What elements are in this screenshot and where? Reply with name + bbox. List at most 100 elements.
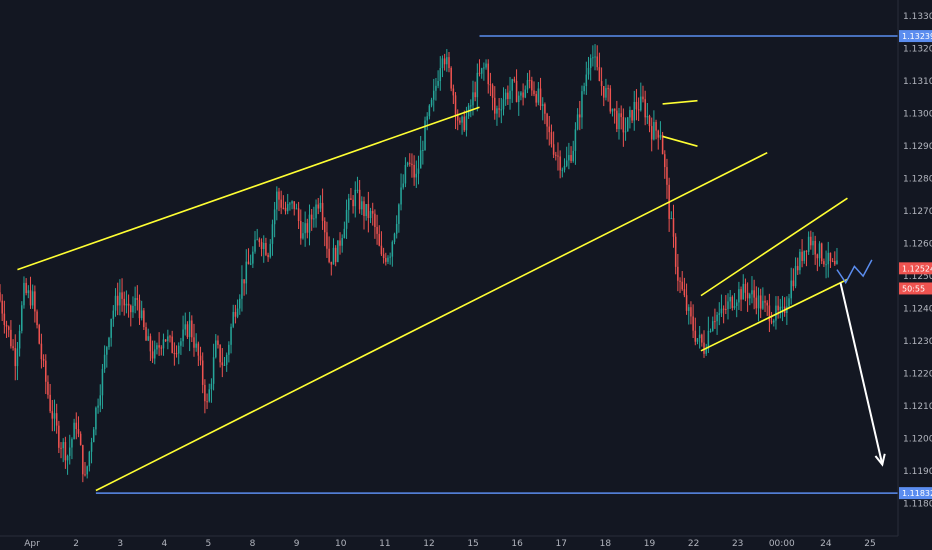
candle-body (419, 150, 422, 169)
trendline-drawings[interactable] (17, 99, 848, 492)
candle-body (683, 289, 686, 296)
candle-body (422, 149, 424, 151)
trendline-channel-bottom[interactable] (95, 151, 768, 492)
candle-body (110, 318, 112, 338)
candle-body (153, 349, 156, 359)
time-tick-label: 4 (161, 539, 167, 549)
horizontal-levels[interactable] (95, 35, 898, 494)
candle-body (334, 247, 337, 262)
candle-body (729, 296, 731, 302)
candle-body (517, 95, 520, 103)
candle-body (450, 67, 452, 89)
candle-body (339, 240, 341, 246)
candle-body (779, 306, 782, 311)
candle-body (317, 204, 319, 209)
candle-body (550, 132, 553, 145)
candle-body (701, 334, 703, 343)
candle-body (369, 210, 372, 219)
candle-body (7, 326, 10, 330)
candle-body (596, 56, 598, 68)
trendline-channel-top[interactable] (17, 106, 480, 271)
candle-body (175, 353, 178, 355)
candle-body (531, 80, 533, 91)
candle-body (350, 198, 352, 200)
candle-body (548, 126, 551, 133)
candle-body (500, 109, 503, 111)
trendline-wedge-bottom[interactable] (700, 278, 848, 352)
time-tick-label: 10 (335, 539, 347, 549)
candle-body (361, 201, 363, 210)
candle-body (234, 311, 237, 317)
candle-body (650, 126, 653, 140)
candle-body (805, 250, 808, 252)
candle-body (191, 320, 193, 338)
candle-body (820, 243, 823, 262)
candle-body (0, 292, 1, 301)
candle-body (27, 290, 30, 294)
candle-body (428, 105, 431, 117)
candle-body (382, 254, 385, 259)
candle-body (722, 308, 725, 310)
candle-body (572, 150, 575, 162)
candle-body (507, 92, 509, 99)
candle-body (705, 348, 707, 354)
candle-body (164, 339, 167, 342)
candle-body (73, 422, 75, 440)
candle-body (291, 201, 293, 204)
candle-body (790, 280, 792, 299)
candle-body (208, 389, 211, 402)
candle-body (472, 92, 474, 106)
trendline-flag-bottom[interactable] (662, 135, 698, 147)
candle-body (616, 110, 618, 130)
time-axis-panel[interactable] (0, 536, 932, 550)
candle-body (485, 63, 487, 68)
candle-body (236, 308, 239, 317)
candle-body (258, 239, 261, 243)
candle-body (245, 261, 248, 284)
candle-body (365, 204, 367, 217)
candle-body (626, 117, 629, 132)
candle-body (454, 95, 457, 116)
candle-body (435, 85, 437, 91)
candle-body (247, 261, 250, 265)
candle-body (657, 130, 660, 138)
candle-body (313, 218, 315, 220)
candle-body (613, 108, 616, 111)
candle-body (34, 291, 36, 312)
arrow-shaft[interactable] (839, 282, 884, 465)
candle-body (136, 298, 139, 300)
candle-body (448, 57, 450, 68)
candle-body (302, 233, 304, 239)
trendline-wedge-top[interactable] (700, 197, 848, 297)
candle-body (380, 245, 383, 255)
candle-body (332, 247, 335, 265)
candle-body (459, 120, 461, 123)
candle-body (417, 168, 420, 174)
candle-body (188, 320, 191, 337)
candle-body (47, 381, 49, 395)
candle-body (99, 395, 102, 406)
candle-body (212, 357, 215, 384)
candle-body (637, 109, 640, 111)
trendline-flag-top[interactable] (662, 99, 698, 105)
candle-body (681, 281, 683, 290)
candle-body (193, 337, 195, 348)
candle-body (345, 209, 348, 229)
candle-body (707, 330, 710, 349)
candle-body (796, 266, 799, 271)
price-tick-label: 1.13300 (903, 12, 932, 22)
candle-body (171, 336, 173, 353)
candle-body (391, 241, 394, 257)
candle-body (25, 282, 27, 294)
candle-body (95, 407, 97, 430)
candle-body (88, 451, 91, 467)
bearish-arrow[interactable] (839, 282, 886, 467)
candle-body (430, 99, 433, 106)
price-badges: 1.13239 1.12524 50:55 1.11832 (899, 30, 932, 500)
candle-body (666, 167, 668, 185)
candle-body (687, 307, 690, 311)
candle-body (470, 105, 472, 107)
time-tick-label: 5 (206, 539, 212, 549)
